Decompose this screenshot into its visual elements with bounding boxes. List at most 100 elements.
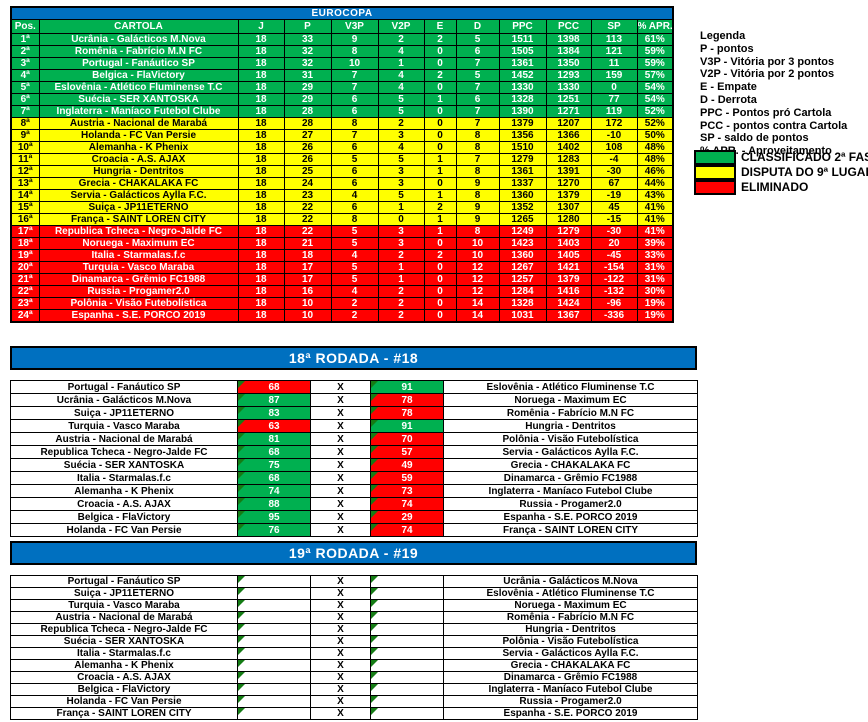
draw-cell: 1 — [423, 213, 457, 226]
sp-cell: 113 — [590, 33, 638, 46]
draw-cell: 0 — [423, 273, 457, 286]
v2p-cell: 3 — [377, 177, 425, 190]
cell-flag-icon — [238, 381, 245, 388]
home-score-cell — [237, 611, 311, 624]
match-row: Republica Tcheca - Negro-Jalde FC 68 X 5… — [10, 445, 698, 459]
home-team-cell: Suécia - SER XANTOSKA — [10, 458, 238, 472]
away-score: 78 — [401, 407, 413, 419]
v3p-cell: 5 — [330, 273, 379, 286]
v3p-cell: 6 — [330, 165, 379, 178]
away-team-cell: Eslovênia - Atlético Fluminense T.C — [443, 380, 698, 394]
draw-cell: 1 — [423, 225, 457, 238]
games-cell: 18 — [237, 225, 285, 238]
home-score-cell — [237, 623, 311, 636]
v2p-cell: 0 — [377, 213, 425, 226]
position-cell: 5ª — [10, 81, 40, 94]
match-row: Croacia - A.S. AJAX X Dinamarca - Grêmio… — [10, 671, 698, 684]
points-cell: 18 — [283, 249, 332, 262]
v2p-cell: 4 — [377, 141, 425, 154]
apr-cell: 59% — [636, 45, 674, 58]
ppc-cell: 1423 — [498, 237, 547, 250]
pcc-cell: 1402 — [545, 141, 592, 154]
ppc-cell: 1510 — [498, 141, 547, 154]
title-row: EUROCOPA — [10, 6, 674, 20]
home-team-cell: Austria - Nacional de Marabá — [10, 432, 238, 446]
games-cell: 18 — [237, 69, 285, 82]
ppc-cell: 1352 — [498, 201, 547, 214]
loss-cell: 12 — [455, 273, 500, 286]
points-cell: 22 — [283, 201, 332, 214]
v2p-cell: 5 — [377, 189, 425, 202]
table-row: 12ª Hungria - Dentritos 18 25 6 3 1 8 13… — [10, 165, 674, 178]
games-cell: 18 — [237, 177, 285, 190]
away-score: 78 — [401, 394, 413, 406]
cell-flag-icon — [238, 407, 245, 414]
games-cell: 18 — [237, 297, 285, 310]
sp-cell: 20 — [590, 237, 638, 250]
cell-flag-icon — [238, 624, 245, 631]
away-score-cell: 73 — [370, 484, 444, 498]
pcc-cell: 1251 — [545, 93, 592, 106]
sp-cell: -122 — [590, 273, 638, 286]
match-row: Italia - Starmalas.f.c 68 X 59 Dinamarca… — [10, 471, 698, 485]
table-row: 19ª Italia - Starmalas.f.c 18 18 4 2 2 1… — [10, 249, 674, 262]
sp-cell: 77 — [590, 93, 638, 106]
round19-banner: 19ª RODADA - #19 — [10, 541, 697, 565]
home-team-cell: Holanda - FC Van Persie — [10, 695, 238, 708]
away-team-cell: Noruega - Maximum EC — [443, 393, 698, 407]
home-team-cell: Austria - Nacional de Marabá — [10, 611, 238, 624]
away-team-cell: Romênia - Fabrício M.N FC — [443, 406, 698, 420]
away-score-cell — [370, 647, 444, 660]
apr-cell: 52% — [636, 105, 674, 118]
away-score-cell: 70 — [370, 432, 444, 446]
cell-flag-icon — [371, 636, 378, 643]
cell-flag-icon — [371, 511, 378, 518]
pcc-cell: 1391 — [545, 165, 592, 178]
table-row: 16ª França - SAINT LOREN CITY 18 22 8 0 … — [10, 213, 674, 226]
draw-cell: 0 — [423, 297, 457, 310]
games-cell: 18 — [237, 249, 285, 262]
home-score-cell: 83 — [237, 406, 311, 420]
draw-cell: 2 — [423, 249, 457, 262]
table-row: 2ª Romênia - Fabrício M.N FC 18 32 8 4 0… — [10, 45, 674, 58]
v2p-cell: 2 — [377, 249, 425, 262]
table-row: 1ª Ucrânia - Galácticos M.Nova 18 33 9 2… — [10, 33, 674, 46]
legend-entry: P - pontos — [700, 42, 754, 55]
draw-cell: 1 — [423, 165, 457, 178]
zone-color-swatch — [694, 150, 736, 165]
loss-cell: 8 — [455, 165, 500, 178]
ppc-cell: 1279 — [498, 153, 547, 166]
v2p-cell: 1 — [377, 261, 425, 274]
position-cell: 15ª — [10, 201, 40, 214]
cell-flag-icon — [238, 636, 245, 643]
team-cell: Grecia - CHAKALAKA FC — [38, 177, 239, 190]
games-cell: 18 — [237, 213, 285, 226]
away-score: 57 — [401, 446, 413, 458]
home-score: 75 — [268, 459, 280, 471]
away-team-cell: Russia - Progamer2.0 — [443, 497, 698, 511]
sp-cell: -336 — [590, 309, 638, 323]
points-cell: 27 — [283, 129, 332, 142]
away-score: 74 — [401, 524, 413, 536]
column-header-apr: % APR. — [636, 19, 674, 34]
column-header-sp: SP — [590, 19, 638, 34]
loss-cell: 6 — [455, 93, 500, 106]
position-cell: 12ª — [10, 165, 40, 178]
draw-cell: 1 — [423, 189, 457, 202]
team-cell: Romênia - Fabrício M.N FC — [38, 45, 239, 58]
legend-entry: V2P - Vitória por 2 pontos — [700, 68, 835, 81]
cell-flag-icon — [371, 612, 378, 619]
versus-cell: X — [310, 445, 371, 459]
match-row: Ucrânia - Galácticos M.Nova 87 X 78 Noru… — [10, 393, 698, 407]
legend-entry: E - Empate — [700, 81, 757, 94]
v3p-cell: 4 — [330, 285, 379, 298]
pcc-cell: 1307 — [545, 201, 592, 214]
legend-entry: SP - saldo de pontos — [700, 132, 809, 145]
cell-flag-icon — [371, 472, 378, 479]
ppc-cell: 1360 — [498, 249, 547, 262]
versus-cell: X — [310, 611, 371, 624]
v3p-cell: 10 — [330, 57, 379, 70]
apr-cell: 39% — [636, 237, 674, 250]
home-team-cell: Turquia - Vasco Maraba — [10, 419, 238, 433]
